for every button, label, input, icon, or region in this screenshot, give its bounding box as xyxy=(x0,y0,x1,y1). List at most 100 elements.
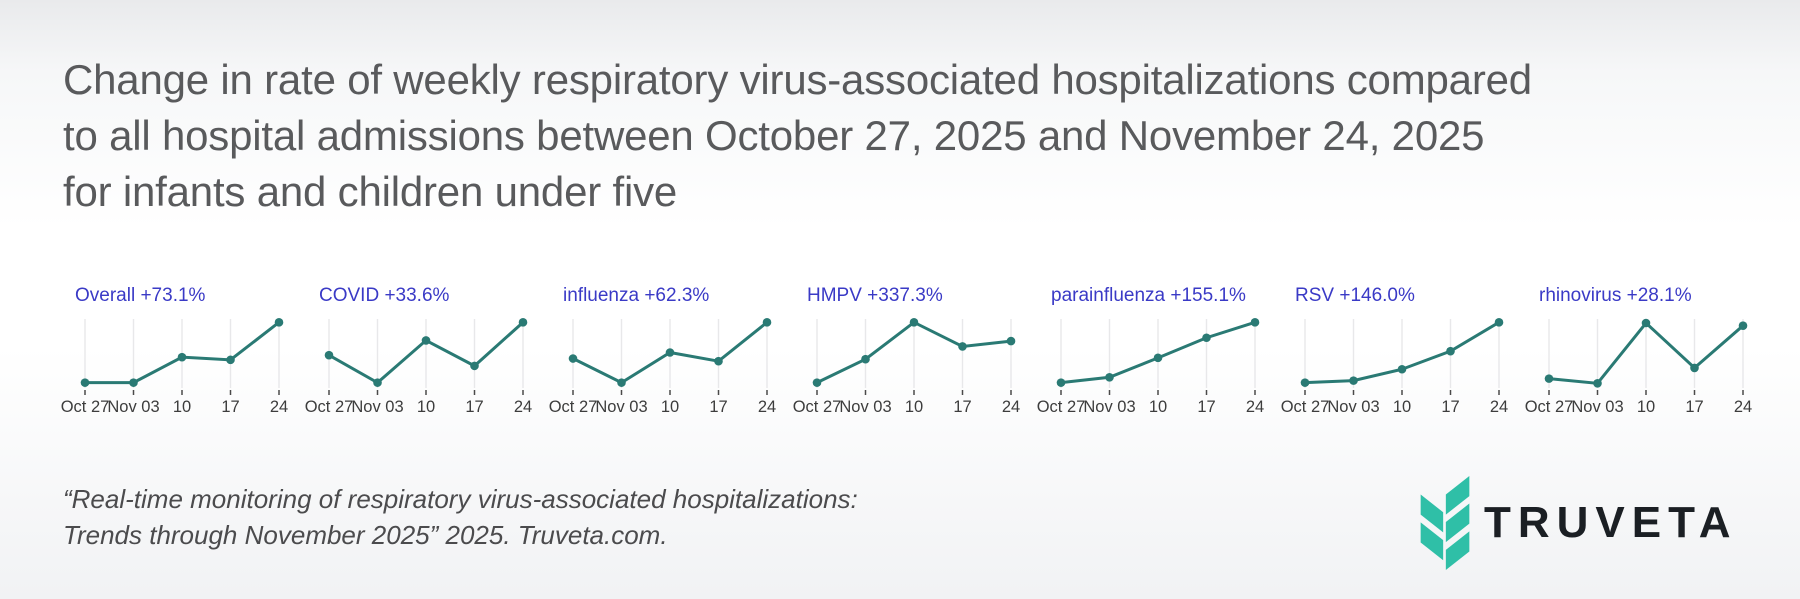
x-axis-labels: Oct 27 Nov 03 10 17 24 xyxy=(305,398,533,418)
sparkline-panel: RSV +146.0% Oct 27 Nov 03 10 17 24 xyxy=(1281,286,1509,418)
x-axis-label: 17 xyxy=(221,398,240,416)
x-axis-label: 24 xyxy=(1001,398,1021,416)
leaf-shape xyxy=(1445,476,1470,515)
x-axis-labels: Oct 27 Nov 03 10 17 24 xyxy=(549,398,777,418)
sparkline-chart xyxy=(1300,318,1504,395)
x-axis-label: 17 xyxy=(465,398,484,416)
data-point-marker xyxy=(421,336,431,345)
sparkline-chart xyxy=(324,318,528,395)
x-axis-label: 10 xyxy=(1392,398,1412,416)
data-point-marker xyxy=(518,318,528,327)
truveta-wordmark: TRUVETA xyxy=(1484,498,1738,547)
x-axis-label: 17 xyxy=(953,398,972,416)
x-axis-label: Nov 03 xyxy=(1571,398,1624,416)
sparkline-chart xyxy=(568,318,772,395)
data-point-marker xyxy=(129,378,138,387)
x-axis-label: Oct 27 xyxy=(1280,398,1330,416)
sparkline-row: Overall +73.1% Oct 27 Nov 03 10 17 24 COVID … xyxy=(61,285,1753,418)
page-title-line: to all hospital admissions between Octob… xyxy=(63,112,1485,159)
data-point-marker xyxy=(958,342,967,351)
data-point-marker xyxy=(274,318,284,327)
data-point-marker xyxy=(177,352,187,362)
data-point-marker xyxy=(1202,333,1211,343)
citation-line: “Real-time monitoring of respiratory vir… xyxy=(63,484,858,514)
sparkline-panel: parainfluenza +155.1% Oct 27 Nov 03 10 17 24 xyxy=(1037,285,1265,418)
data-point-marker xyxy=(1690,363,1699,373)
data-point-marker xyxy=(1446,346,1455,356)
x-axis-labels: Oct 27 Nov 03 10 17 24 xyxy=(61,398,289,418)
sparkline-panel: Overall +73.1% Oct 27 Nov 03 10 17 24 xyxy=(61,285,289,418)
x-axis-labels: Oct 27 Nov 03 10 17 24 xyxy=(1525,398,1753,418)
x-axis-label: 24 xyxy=(1733,398,1753,416)
data-point-marker xyxy=(1593,379,1602,388)
x-axis-label: Nov 03 xyxy=(351,398,404,416)
data-point-marker xyxy=(861,354,870,364)
x-axis-label: 24 xyxy=(757,398,777,416)
page-title-line: for infants and children under five xyxy=(63,168,678,215)
data-point-marker xyxy=(714,356,723,366)
data-point-marker xyxy=(1250,318,1260,327)
leaf-shape xyxy=(1420,522,1444,561)
page-title-line: Change in rate of weekly respiratory vir… xyxy=(63,56,1532,103)
x-axis-label: 24 xyxy=(1489,398,1509,416)
x-axis-label: Nov 03 xyxy=(107,398,160,416)
x-axis-label: 24 xyxy=(1245,398,1265,416)
sparkline-chart xyxy=(812,318,1016,395)
data-point-marker xyxy=(1006,336,1016,346)
data-point-marker xyxy=(1056,378,1066,387)
data-point-marker xyxy=(1544,374,1554,383)
sparkline-title: COVID +33.6% xyxy=(319,285,450,306)
data-point-marker xyxy=(1641,318,1651,328)
data-point-marker xyxy=(617,378,626,387)
data-point-marker xyxy=(324,350,334,360)
sparkline-title: parainfluenza +155.1% xyxy=(1051,285,1246,306)
data-point-marker xyxy=(909,318,919,327)
citation: “Real-time monitoring of respiratory vir… xyxy=(63,481,858,553)
sparkline-chart xyxy=(80,318,284,395)
data-point-marker xyxy=(1738,321,1748,330)
data-point-marker xyxy=(762,318,772,327)
x-axis-label: Oct 27 xyxy=(60,398,110,416)
x-axis-labels: Oct 27 Nov 03 10 17 24 xyxy=(793,398,1021,418)
data-point-marker xyxy=(1494,318,1504,327)
sparkline-title: Overall +73.1% xyxy=(75,285,206,306)
data-point-marker xyxy=(80,378,90,387)
x-axis-label: 10 xyxy=(1148,398,1168,416)
x-axis-labels: Oct 27 Nov 03 10 17 24 xyxy=(1281,398,1509,418)
sparkline-chart xyxy=(1056,318,1260,395)
sparkline-chart xyxy=(1544,318,1748,395)
page-title: Change in rate of weekly respiratory vir… xyxy=(63,52,1532,220)
truveta-leaf-icon xyxy=(1420,476,1470,570)
truveta-logo: TRUVETA xyxy=(1420,476,1738,570)
x-axis-label: 10 xyxy=(416,398,436,416)
data-point-marker xyxy=(665,348,675,357)
data-point-marker xyxy=(1300,378,1310,387)
sparkline-panel: HMPV +337.3% Oct 27 Nov 03 10 17 24 xyxy=(793,286,1021,418)
citation-line: Trends through November 2025” 2025. Truv… xyxy=(63,520,668,550)
x-axis-label: Oct 27 xyxy=(548,398,598,416)
x-axis-label: Nov 03 xyxy=(839,398,892,416)
leaf-shape xyxy=(1445,531,1470,570)
sparkline-title: influenza +62.3% xyxy=(563,285,710,306)
leaf-shape xyxy=(1420,494,1444,533)
x-axis-label: Oct 27 xyxy=(792,398,842,416)
data-point-marker xyxy=(812,378,822,387)
data-point-marker xyxy=(226,355,235,365)
sparkline-panel: rhinovirus +28.1% Oct 27 Nov 03 10 17 24 xyxy=(1525,285,1753,418)
sparkline-title: rhinovirus +28.1% xyxy=(1539,285,1692,306)
x-axis-label: Oct 27 xyxy=(1036,398,1086,416)
data-point-marker xyxy=(1349,376,1358,385)
x-axis-label: Oct 27 xyxy=(1524,398,1574,416)
x-axis-label: 10 xyxy=(660,398,680,416)
x-axis-label: Nov 03 xyxy=(1083,398,1136,416)
sparkline-panel: COVID +33.6% Oct 27 Nov 03 10 17 24 xyxy=(305,285,533,418)
x-axis-label: 17 xyxy=(1685,398,1704,416)
data-point-marker xyxy=(1105,372,1114,382)
data-point-marker xyxy=(373,378,382,387)
x-axis-label: 17 xyxy=(1197,398,1216,416)
x-axis-label: Nov 03 xyxy=(595,398,648,416)
x-axis-label: Oct 27 xyxy=(304,398,354,416)
data-point-marker xyxy=(568,354,578,363)
x-axis-label: Nov 03 xyxy=(1327,398,1380,416)
